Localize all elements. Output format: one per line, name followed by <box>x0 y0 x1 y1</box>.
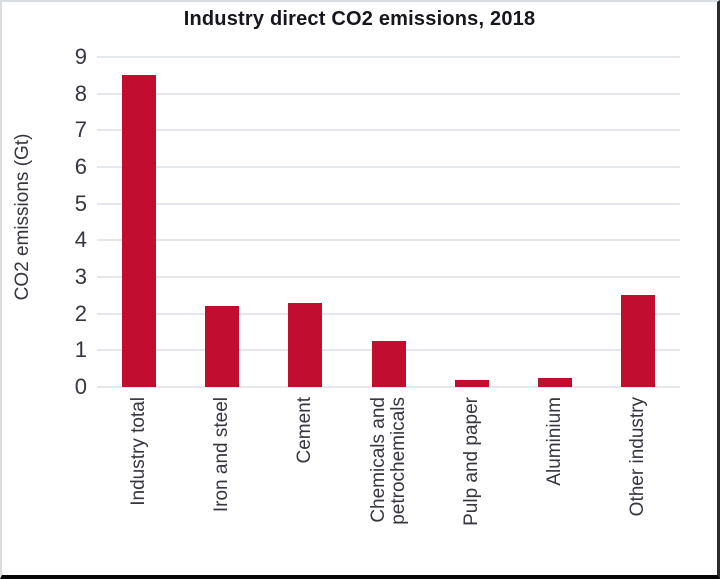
bar-chemicals-and-petrochemicals <box>371 341 406 387</box>
gridline <box>97 276 680 278</box>
bar-cement <box>288 302 323 387</box>
x-axis-label-industry-total: Industry total <box>127 397 149 506</box>
gridline <box>97 312 680 315</box>
y-tick-label: 1 <box>74 337 87 363</box>
y-tick-label: 2 <box>74 300 87 326</box>
gridline <box>97 92 680 95</box>
y-tick-label: 7 <box>74 117 87 143</box>
chart-title: Industry direct CO2 emissions, 2018 <box>183 8 536 30</box>
gridline <box>97 56 680 58</box>
y-tick-label: 6 <box>74 154 87 179</box>
bar-pulp-and-paper <box>454 379 489 387</box>
gridline <box>97 166 680 168</box>
bar-aluminium <box>538 377 573 387</box>
y-tick-label: 0 <box>74 374 87 399</box>
gridline <box>97 129 680 132</box>
y-tick-label: 9 <box>74 44 87 69</box>
gridline <box>97 239 680 242</box>
x-axis-label-chemicals-and-petrochemicals: Chemicals and petrochemicals <box>367 397 409 525</box>
x-axis-label-cement: Cement <box>294 397 316 464</box>
gridline <box>97 386 680 388</box>
bar-iron-and-steel <box>204 306 239 387</box>
y-tick-label: 5 <box>74 190 87 216</box>
bar-other-industry <box>621 295 656 387</box>
x-axis-label-pulp-and-paper: Pulp and paper <box>460 397 482 526</box>
x-axis-label-iron-and-steel: Iron and steel <box>210 397 232 513</box>
x-axis-label-aluminium: Aluminium <box>544 397 566 486</box>
y-tick-label: 3 <box>74 264 87 289</box>
bar-industry-total <box>121 75 156 387</box>
y-tick-label: 4 <box>74 227 87 253</box>
x-axis-label-other-industry: Other industry <box>627 397 649 517</box>
gridline <box>97 202 680 205</box>
y-tick-label: 8 <box>74 80 87 106</box>
